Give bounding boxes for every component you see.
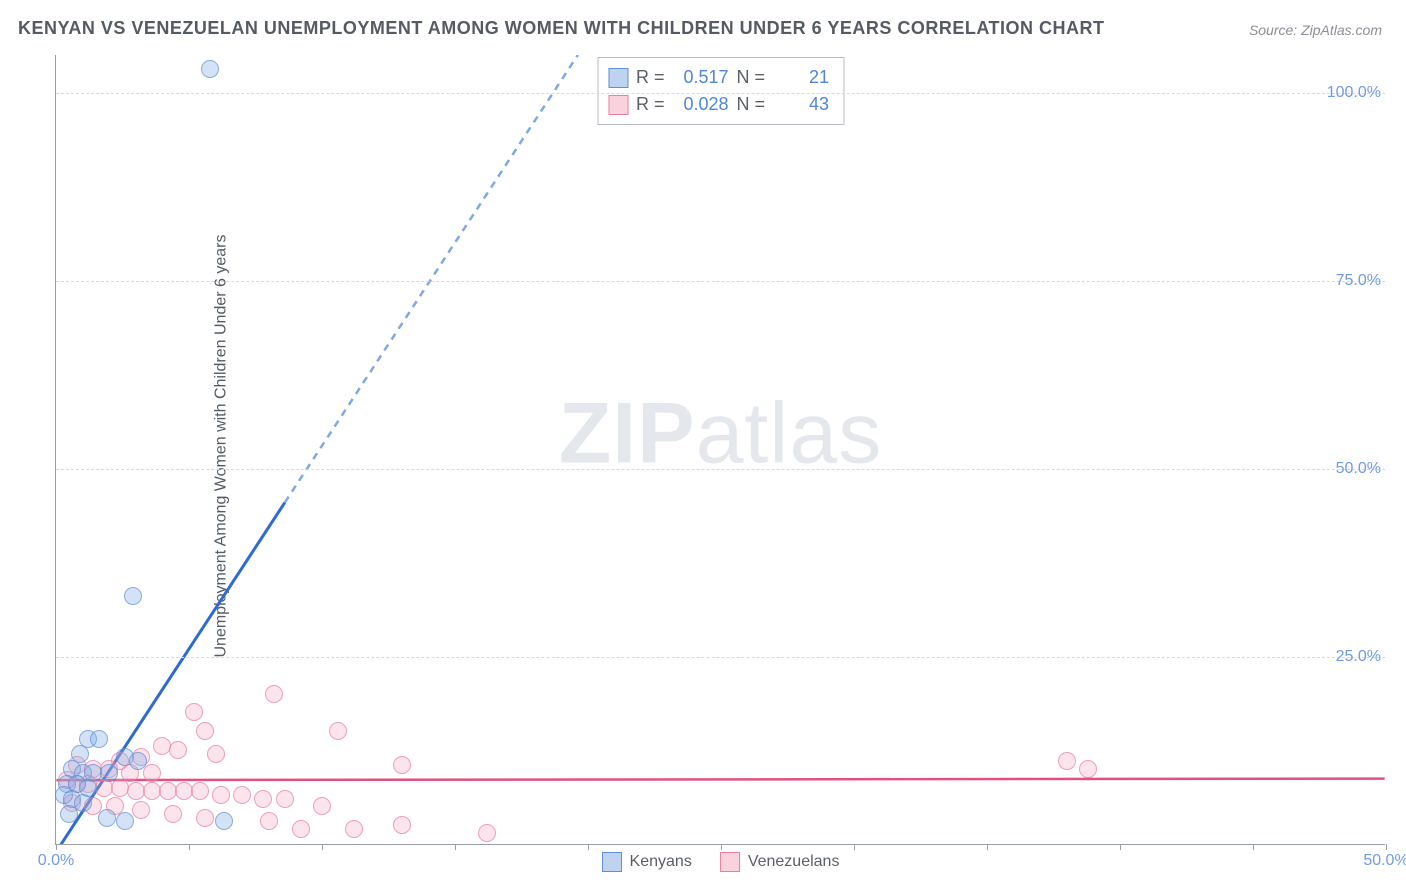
data-point-venezuelans [329, 722, 347, 740]
r-value-kenyans: 0.517 [673, 64, 729, 91]
data-point-venezuelans [1058, 752, 1076, 770]
data-point-venezuelans [393, 756, 411, 774]
data-point-venezuelans [212, 786, 230, 804]
legend-item-venezuelans: Venezuelans [720, 852, 840, 872]
data-point-venezuelans [393, 816, 411, 834]
data-point-kenyans [124, 587, 142, 605]
data-point-venezuelans [265, 685, 283, 703]
x-tick [1253, 844, 1254, 850]
data-point-venezuelans [292, 820, 310, 838]
gridline-h [56, 469, 1385, 470]
gridline-h [56, 657, 1385, 658]
x-tick [56, 844, 57, 850]
stats-row-kenyans: R = 0.517 N = 21 [608, 64, 829, 91]
trendline [285, 55, 578, 503]
data-point-venezuelans [345, 820, 363, 838]
data-point-kenyans [60, 805, 78, 823]
plot-area: ZIPatlas R = 0.517 N = 21 R = 0.028 N = … [55, 55, 1385, 845]
r-label: R = [636, 64, 665, 91]
swatch-blue-icon [608, 68, 628, 88]
stats-row-venezuelans: R = 0.028 N = 43 [608, 91, 829, 118]
x-tick [987, 844, 988, 850]
legend-label-venezuelans: Venezuelans [748, 853, 840, 871]
watermark-atlas: atlas [696, 385, 883, 481]
r-label: R = [636, 91, 665, 118]
swatch-blue-icon [602, 852, 622, 872]
x-tick [189, 844, 190, 850]
data-point-kenyans [129, 752, 147, 770]
data-point-venezuelans [254, 790, 272, 808]
data-point-venezuelans [111, 779, 129, 797]
legend-label-kenyans: Kenyans [630, 853, 692, 871]
x-tick [455, 844, 456, 850]
watermark-zip: ZIP [559, 385, 696, 481]
series-legend: Kenyans Venezuelans [602, 852, 840, 872]
x-tick [322, 844, 323, 850]
x-tick [1386, 844, 1387, 850]
data-point-venezuelans [196, 722, 214, 740]
source-attribution: Source: ZipAtlas.com [1249, 22, 1382, 38]
swatch-pink-icon [608, 95, 628, 115]
y-tick-label: 100.0% [1327, 84, 1387, 102]
stats-legend: R = 0.517 N = 21 R = 0.028 N = 43 [597, 57, 844, 125]
x-tick-label: 50.0% [1363, 852, 1406, 870]
n-value-kenyans: 21 [773, 64, 829, 91]
n-label: N = [737, 91, 766, 118]
data-point-kenyans [98, 809, 116, 827]
data-point-venezuelans [276, 790, 294, 808]
gridline-h [56, 281, 1385, 282]
data-point-kenyans [201, 60, 219, 78]
data-point-venezuelans [207, 745, 225, 763]
trendline [56, 779, 1384, 781]
y-tick-label: 25.0% [1336, 648, 1387, 666]
data-point-venezuelans [132, 801, 150, 819]
data-point-venezuelans [313, 797, 331, 815]
x-tick [721, 844, 722, 850]
x-tick-label: 0.0% [38, 852, 74, 870]
data-point-venezuelans [478, 824, 496, 842]
chart-title: KENYAN VS VENEZUELAN UNEMPLOYMENT AMONG … [18, 18, 1105, 39]
data-point-venezuelans [153, 737, 171, 755]
data-point-venezuelans [169, 741, 187, 759]
x-tick [588, 844, 589, 850]
swatch-pink-icon [720, 852, 740, 872]
data-point-kenyans [100, 764, 118, 782]
data-point-venezuelans [233, 786, 251, 804]
data-point-venezuelans [1079, 760, 1097, 778]
source-link[interactable]: ZipAtlas.com [1301, 22, 1382, 38]
x-tick [854, 844, 855, 850]
x-tick [1120, 844, 1121, 850]
data-point-venezuelans [260, 812, 278, 830]
r-value-venezuelans: 0.028 [673, 91, 729, 118]
data-point-kenyans [215, 812, 233, 830]
n-label: N = [737, 64, 766, 91]
data-point-kenyans [116, 812, 134, 830]
data-point-venezuelans [185, 703, 203, 721]
data-point-venezuelans [164, 805, 182, 823]
data-point-kenyans [90, 730, 108, 748]
data-point-venezuelans [196, 809, 214, 827]
n-value-venezuelans: 43 [773, 91, 829, 118]
trend-lines-svg [56, 55, 1385, 844]
legend-item-kenyans: Kenyans [602, 852, 692, 872]
y-tick-label: 50.0% [1336, 460, 1387, 478]
gridline-h [56, 93, 1385, 94]
y-tick-label: 75.0% [1336, 272, 1387, 290]
data-point-venezuelans [191, 782, 209, 800]
source-prefix: Source: [1249, 22, 1301, 38]
